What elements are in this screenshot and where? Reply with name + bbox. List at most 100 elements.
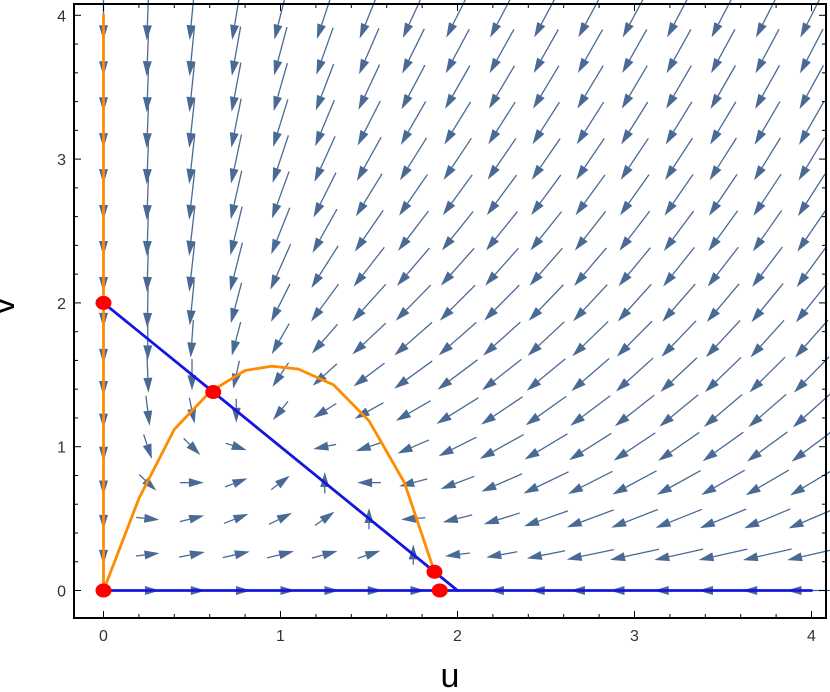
vector-arrow bbox=[358, 64, 381, 110]
vector-arrow bbox=[797, 173, 826, 217]
vector-arrow bbox=[566, 509, 614, 528]
vector-arrow bbox=[659, 394, 699, 427]
vector-arrow bbox=[186, 98, 196, 149]
vector-arrow bbox=[489, 29, 515, 74]
vector-arrow bbox=[655, 508, 703, 528]
vector-arrow bbox=[355, 441, 383, 452]
vector-arrow bbox=[754, 137, 781, 181]
vector-arrow bbox=[524, 510, 569, 527]
vector-arrow bbox=[621, 65, 648, 109]
vector-arrow bbox=[311, 323, 339, 354]
vector-arrow bbox=[529, 247, 563, 286]
vector-arrow bbox=[401, 64, 426, 110]
equilibrium-point bbox=[426, 564, 443, 579]
vector-arrow bbox=[230, 282, 243, 324]
vector-arrow bbox=[533, 29, 559, 74]
vector-arrow bbox=[701, 469, 746, 496]
vector-arrow bbox=[742, 548, 792, 562]
vector-arrow bbox=[357, 550, 381, 560]
vector-arrow bbox=[752, 246, 783, 287]
vector-arrow bbox=[223, 513, 249, 524]
vector-arrow bbox=[706, 283, 740, 322]
vector-arrow bbox=[710, 101, 737, 145]
vector-arrow bbox=[486, 550, 518, 560]
vector-arrow bbox=[359, 28, 380, 75]
vector-arrow bbox=[271, 323, 290, 355]
vector-arrow bbox=[187, 359, 197, 391]
vector-arrow bbox=[143, 395, 153, 426]
vector-arrow bbox=[224, 478, 248, 488]
vector-arrow bbox=[186, 242, 196, 292]
vector-arrow bbox=[799, 101, 825, 145]
vector-arrow bbox=[663, 210, 695, 252]
vector-arrow bbox=[485, 247, 519, 286]
vector-arrow bbox=[705, 320, 741, 358]
vector-arrow bbox=[229, 134, 243, 184]
vector-arrow bbox=[445, 28, 470, 74]
vector-arrow bbox=[143, 356, 153, 393]
plot-frame bbox=[73, 3, 827, 619]
vector-arrow bbox=[577, 29, 604, 73]
vector-arrow bbox=[436, 397, 479, 424]
equilibrium-point bbox=[431, 583, 448, 598]
vector-arrow bbox=[394, 360, 433, 389]
vector-arrow bbox=[273, 400, 289, 421]
vector-arrow bbox=[230, 26, 242, 76]
vector-arrow bbox=[707, 246, 739, 287]
vector-field bbox=[99, 0, 830, 595]
vector-arrow bbox=[178, 550, 205, 560]
vector-arrow bbox=[567, 470, 613, 495]
vector-arrow bbox=[479, 433, 524, 459]
vector-arrow bbox=[795, 282, 828, 323]
vector-arrow bbox=[572, 320, 609, 357]
vector-arrow bbox=[230, 0, 240, 40]
vector-arrow bbox=[486, 211, 518, 251]
vector-arrow bbox=[135, 550, 160, 560]
vector-arrow bbox=[186, 134, 196, 184]
vector-arrow bbox=[615, 357, 654, 392]
vector-arrow bbox=[656, 469, 701, 495]
vector-arrow bbox=[273, 99, 289, 148]
vector-arrow bbox=[527, 321, 565, 356]
x-tick-labels: 0 1 2 3 4 bbox=[99, 628, 816, 645]
vector-arrow bbox=[314, 511, 335, 526]
vector-arrow bbox=[620, 174, 650, 216]
vector-arrow bbox=[482, 358, 522, 391]
vector-arrow bbox=[699, 508, 747, 529]
vector-arrow bbox=[437, 359, 478, 390]
vector-arrow bbox=[745, 469, 790, 496]
vector-arrow bbox=[570, 395, 611, 426]
vector-arrow bbox=[314, 136, 336, 182]
vector-arrow bbox=[621, 101, 649, 145]
y-tick-label: 2 bbox=[57, 296, 66, 313]
vector-arrow bbox=[524, 433, 568, 460]
vector-arrow bbox=[613, 432, 656, 461]
vector-arrow bbox=[395, 400, 431, 421]
vector-arrow bbox=[612, 470, 657, 495]
vector-arrow bbox=[444, 101, 472, 145]
vector-arrow bbox=[792, 393, 830, 428]
vector-arrow bbox=[708, 210, 739, 252]
vector-arrow bbox=[313, 441, 337, 451]
vector-arrow bbox=[576, 138, 605, 180]
vector-arrow bbox=[526, 550, 566, 560]
vector-arrow bbox=[611, 508, 659, 528]
vector-arrow bbox=[488, 101, 516, 145]
vector-arrow bbox=[698, 548, 748, 562]
v-nullcline-line bbox=[102, 364, 436, 592]
vector-arrow bbox=[445, 65, 471, 109]
equilibrium-point bbox=[205, 385, 222, 400]
vector-arrow bbox=[311, 245, 339, 289]
vector-arrow bbox=[484, 284, 520, 321]
vector-arrow bbox=[222, 550, 250, 560]
vector-arrow bbox=[399, 174, 428, 216]
vector-arrow bbox=[353, 362, 385, 387]
vector-arrow bbox=[708, 173, 738, 216]
vector-arrow bbox=[622, 0, 644, 38]
y-tick-label: 0 bbox=[57, 584, 66, 601]
vector-arrow bbox=[271, 207, 291, 255]
vector-arrow bbox=[574, 210, 607, 251]
vector-arrow bbox=[486, 174, 518, 216]
vector-arrow bbox=[749, 356, 786, 393]
vector-arrow bbox=[311, 283, 340, 322]
